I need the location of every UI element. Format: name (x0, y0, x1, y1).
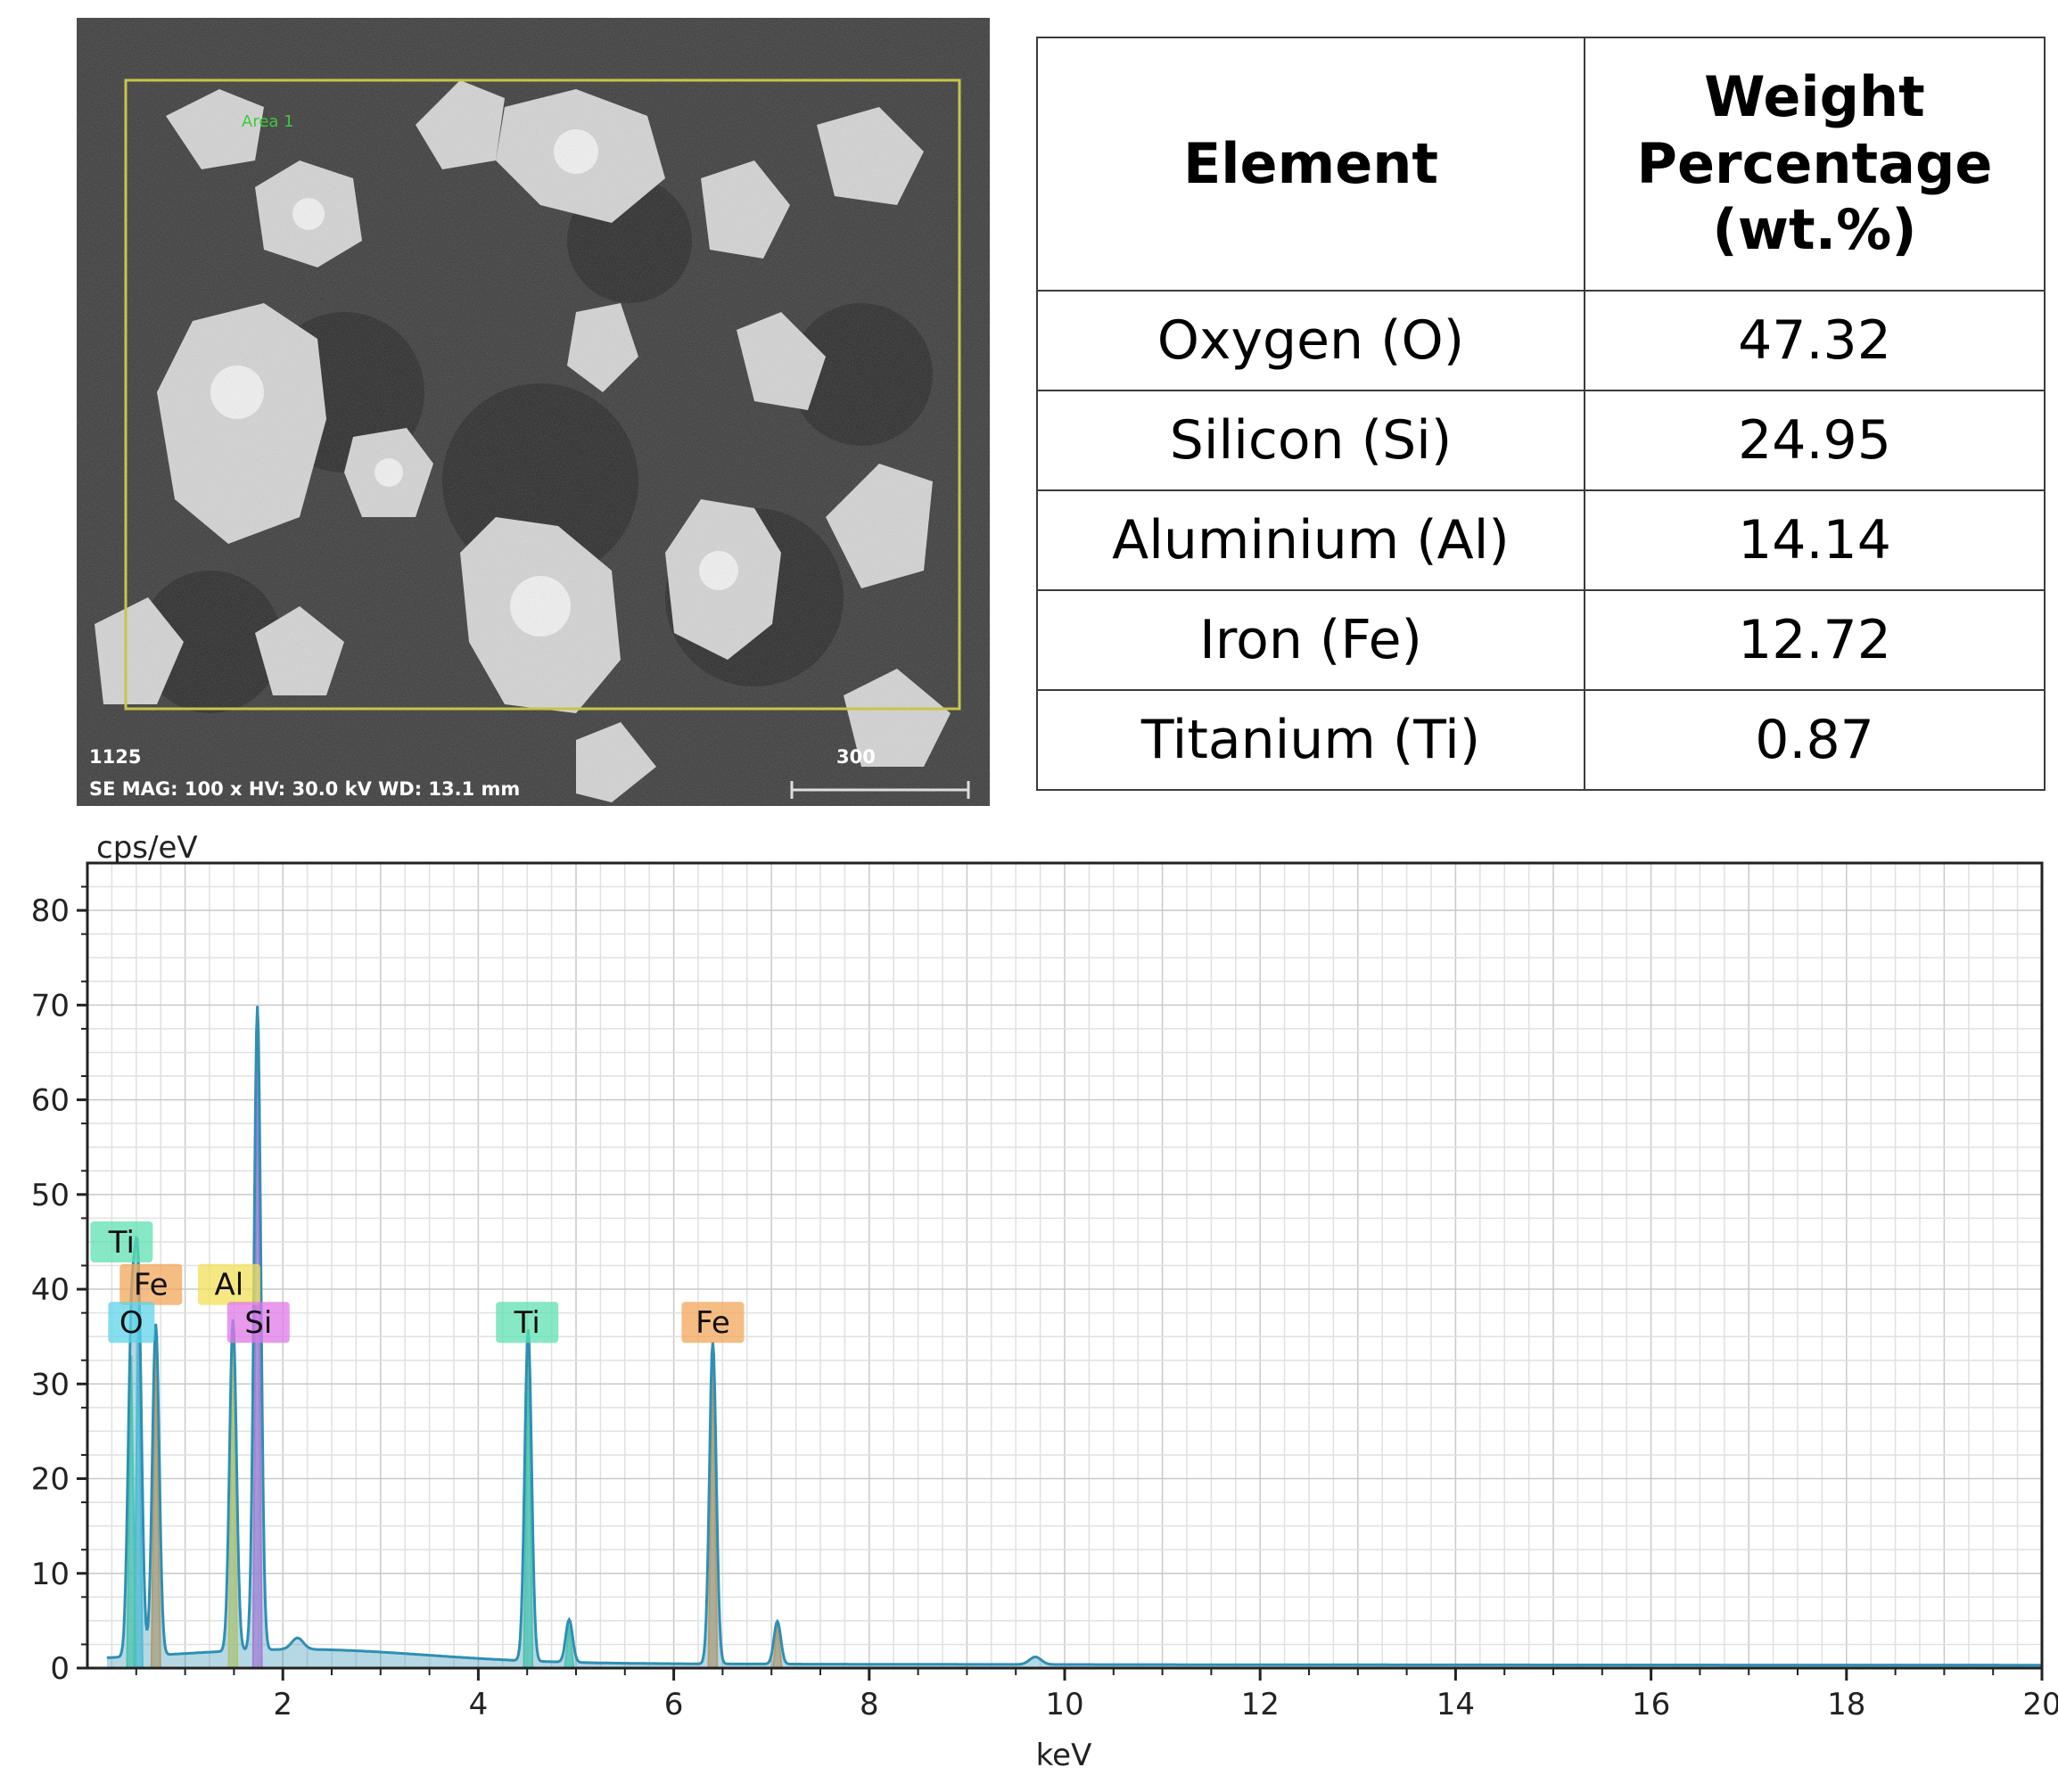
row-value: 14.14 (1584, 489, 2046, 591)
element-label-ti: Ti (496, 1302, 559, 1344)
table-row: Oxygen (O) 47.32 (1036, 290, 2046, 391)
x-tick-label: 10 (1045, 1687, 1083, 1722)
row-element: Iron (Fe) (1036, 589, 1585, 691)
element-label-box (226, 1302, 290, 1344)
element-label-text: Ti (514, 1305, 540, 1341)
row-value: 0.87 (1584, 689, 2046, 791)
y-tick-label: 30 (31, 1367, 70, 1402)
element-label-text: Fe (134, 1268, 169, 1303)
element-label-si: Si (226, 1302, 290, 1344)
element-label-box (108, 1302, 155, 1344)
element-label-fe: Fe (119, 1263, 183, 1305)
x-tick-label: 6 (664, 1687, 684, 1722)
y-tick-label: 10 (31, 1557, 70, 1592)
x-tick-label: 8 (860, 1687, 879, 1722)
y-tick-label: 50 (31, 1178, 70, 1213)
element-label-fe: Fe (681, 1302, 745, 1344)
element-label-box (681, 1302, 745, 1344)
table-header-row: Element Weight Percentage (wt.%) (1036, 37, 2046, 292)
x-tick-label: 18 (1827, 1687, 1865, 1722)
element-label-text: Al (215, 1268, 244, 1303)
sem-micrograph: Area 1 1125 SE MAG: 100 x HV: 30.0 kV WD… (77, 18, 990, 806)
y-tick-label: 70 (31, 988, 70, 1023)
element-label-o: O (108, 1302, 155, 1344)
grid (87, 863, 2042, 1668)
spectrum-line (106, 1006, 2041, 1667)
row-element: Oxygen (O) (1036, 290, 1585, 391)
row-value: 12.72 (1584, 589, 2046, 691)
table-row: Silicon (Si) 24.95 (1036, 390, 2046, 491)
element-label-box (496, 1302, 559, 1344)
element-label-text: Si (244, 1305, 272, 1341)
table-row: Aluminium (Al) 14.14 (1036, 489, 2046, 591)
element-label-text: O (119, 1305, 144, 1341)
eds-spectrum-chart: Ti Fe O Al Si Ti Fe 0 10 20 30 40 50 60 70 80 2 4 6 8 10 12 1… (0, 820, 2058, 1792)
row-value: 47.32 (1584, 290, 2046, 391)
x-tick-label: 2 (273, 1687, 292, 1722)
sem-info-line: SE MAG: 100 x HV: 30.0 kV WD: 13.1 mm (89, 778, 520, 800)
axes: 0 10 20 30 40 50 60 70 80 2 4 6 8 10 12 14 16 18 20 (31, 861, 2058, 1722)
y-tick-label: 60 (31, 1083, 70, 1119)
header-weight-percentage: Weight Percentage (wt.%) (1584, 37, 2046, 292)
row-element: Titanium (Ti) (1036, 689, 1585, 791)
element-label-box (119, 1263, 183, 1305)
x-tick-label: 12 (1241, 1687, 1280, 1722)
roi-box (124, 78, 961, 711)
y-axis-title: cps/eV (96, 830, 198, 866)
composition-table: Element Weight Percentage (wt.%) Oxygen … (1036, 37, 2046, 791)
y-tick-label: 80 (31, 893, 70, 929)
y-tick-label: 20 (31, 1462, 70, 1498)
element-label-text: Ti (108, 1225, 135, 1261)
roi-label: Area 1 (242, 112, 294, 131)
x-tick-label: 20 (2022, 1687, 2058, 1722)
x-tick-label: 16 (1632, 1687, 1670, 1722)
row-value: 24.95 (1584, 390, 2046, 491)
row-element: Aluminium (Al) (1036, 489, 1585, 591)
y-tick-label: 0 (50, 1651, 70, 1687)
header-element: Element (1036, 37, 1585, 292)
x-tick-label: 4 (469, 1687, 489, 1722)
y-tick-label: 40 (31, 1272, 70, 1308)
element-label-ti: Ti (90, 1221, 153, 1262)
element-label-box (197, 1263, 260, 1305)
row-element: Silicon (Si) (1036, 390, 1585, 491)
sem-sample-id: 1125 (89, 746, 141, 768)
sem-image: Area 1 1125 SE MAG: 100 x HV: 30.0 kV WD… (77, 18, 990, 806)
table-row: Titanium (Ti) 0.87 (1036, 689, 2046, 791)
element-label-text: Fe (696, 1305, 730, 1341)
sem-scale-label: 300 (836, 746, 876, 768)
plot-area (106, 1006, 2043, 1669)
x-axis-title: keV (1036, 1738, 1092, 1773)
table-row: Iron (Fe) 12.72 (1036, 589, 2046, 691)
x-tick-label: 14 (1436, 1687, 1475, 1722)
element-label-box (90, 1221, 153, 1262)
element-label-al: Al (197, 1263, 260, 1305)
